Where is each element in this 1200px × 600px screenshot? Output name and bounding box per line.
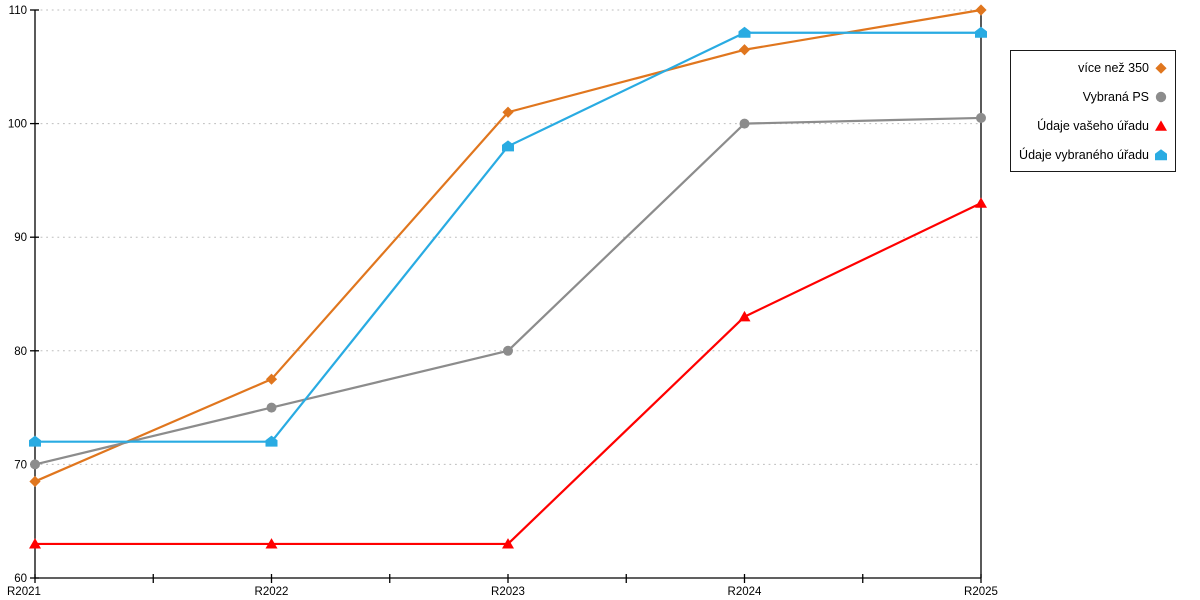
data-point-diamond-icon[interactable] (502, 106, 514, 118)
legend-label: Údaje vašeho úřadu (1037, 118, 1149, 133)
data-point-circle-icon[interactable] (266, 402, 277, 413)
y-tick-label: 90 (14, 232, 27, 244)
data-point-pentagon-icon[interactable] (29, 435, 41, 447)
data-point-diamond-icon[interactable] (265, 373, 278, 385)
x-tick-label: R2025 (964, 586, 998, 598)
data-point-diamond-icon[interactable] (738, 44, 751, 56)
data-point-diamond-icon[interactable] (975, 4, 987, 16)
data-point-triangle-icon[interactable] (502, 538, 514, 549)
y-tick-label: 70 (14, 459, 27, 471)
legend-item[interactable]: Údaje vašeho úřadu (1015, 111, 1168, 140)
data-point-circle-icon[interactable] (976, 112, 986, 123)
x-tick-label: R2024 (728, 586, 762, 598)
series-line-circle (33, 116, 983, 466)
legend-marker-diamond-icon (1155, 62, 1167, 74)
data-point-pentagon-icon[interactable] (502, 140, 514, 152)
legend-label: více než 350 (1078, 60, 1149, 75)
legend-item[interactable]: více než 350 (1015, 53, 1168, 82)
x-tick-label: R2021 (7, 586, 41, 598)
data-point-pentagon-icon[interactable] (738, 26, 751, 38)
data-point-circle-icon[interactable] (503, 345, 513, 356)
series-line-triangle (33, 202, 983, 546)
data-point-pentagon-icon[interactable] (975, 26, 987, 38)
data-point-triangle-icon[interactable] (738, 310, 751, 322)
series-line-diamond (33, 8, 983, 483)
data-point-circle-icon[interactable] (30, 459, 40, 470)
y-tick-label: 100 (8, 119, 27, 131)
legend-label: Vybraná PS (1082, 89, 1149, 104)
x-tick-label: R2023 (491, 586, 525, 598)
data-point-diamond-icon[interactable] (29, 475, 41, 488)
data-point-circle-icon[interactable] (739, 118, 750, 129)
data-point-triangle-icon[interactable] (265, 538, 278, 549)
data-point-triangle-icon[interactable] (975, 197, 987, 208)
y-tick-label: 110 (9, 5, 27, 17)
data-point-pentagon-icon[interactable] (265, 435, 278, 447)
x-tick-label: R2022 (255, 586, 289, 598)
legend: více než 350 Vybraná PS Údaje vašeho úřadu… (1010, 50, 1176, 172)
y-tick-label: 80 (14, 346, 27, 358)
legend-marker-triangle-icon (1155, 119, 1167, 131)
series-line-pentagon (33, 31, 983, 443)
legend-label: Údaje vybraného úřadu (1019, 147, 1149, 162)
legend-marker-circle-icon (1155, 91, 1167, 102)
y-tick-label: 60 (14, 573, 27, 585)
legend-item[interactable]: Vybraná PS (1015, 82, 1168, 111)
data-point-triangle-icon[interactable] (29, 538, 41, 549)
legend-item[interactable]: Údaje vybraného úřadu (1015, 140, 1168, 169)
legend-marker-pentagon-icon (1155, 148, 1167, 160)
